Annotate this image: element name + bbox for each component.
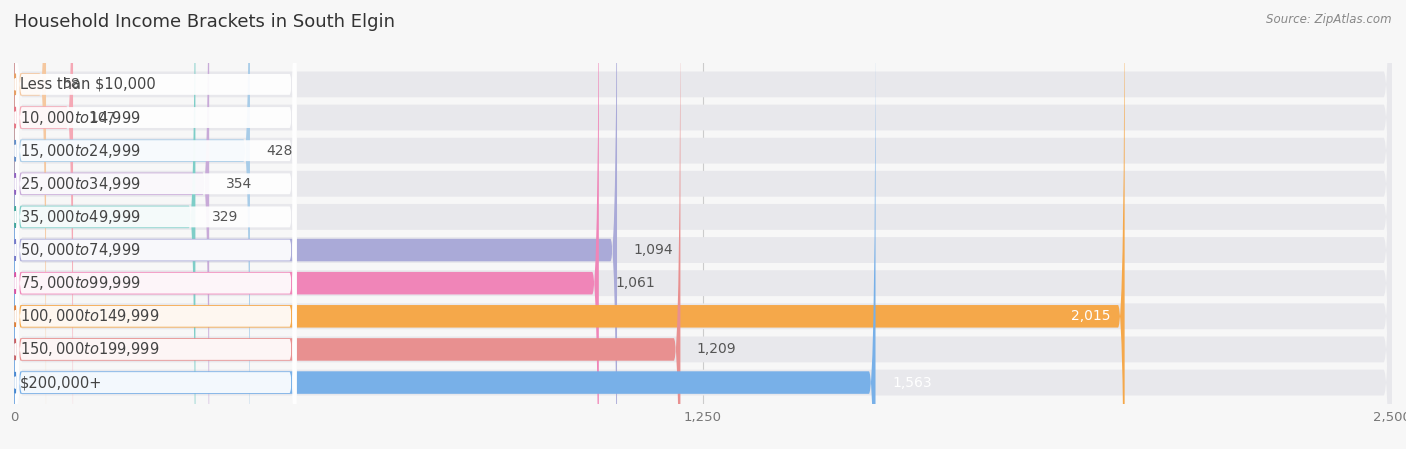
- Text: 58: 58: [62, 77, 80, 92]
- FancyBboxPatch shape: [14, 0, 617, 449]
- FancyBboxPatch shape: [15, 0, 297, 449]
- FancyBboxPatch shape: [14, 0, 195, 449]
- Text: 1,209: 1,209: [697, 343, 737, 357]
- FancyBboxPatch shape: [14, 0, 46, 449]
- Text: 107: 107: [90, 110, 115, 124]
- Text: $25,000 to $34,999: $25,000 to $34,999: [20, 175, 141, 193]
- FancyBboxPatch shape: [14, 0, 250, 449]
- FancyBboxPatch shape: [15, 0, 297, 449]
- FancyBboxPatch shape: [14, 0, 1392, 449]
- FancyBboxPatch shape: [14, 0, 681, 449]
- Text: 428: 428: [267, 144, 292, 158]
- Text: $75,000 to $99,999: $75,000 to $99,999: [20, 274, 141, 292]
- Text: $50,000 to $74,999: $50,000 to $74,999: [20, 241, 141, 259]
- FancyBboxPatch shape: [14, 0, 1392, 449]
- FancyBboxPatch shape: [14, 0, 1392, 449]
- Text: Less than $10,000: Less than $10,000: [20, 77, 156, 92]
- FancyBboxPatch shape: [15, 0, 297, 449]
- Text: 329: 329: [212, 210, 238, 224]
- FancyBboxPatch shape: [14, 0, 1392, 449]
- Text: $100,000 to $149,999: $100,000 to $149,999: [20, 307, 159, 326]
- Text: 354: 354: [226, 177, 252, 191]
- FancyBboxPatch shape: [14, 0, 1392, 449]
- FancyBboxPatch shape: [15, 0, 297, 449]
- FancyBboxPatch shape: [15, 0, 297, 449]
- FancyBboxPatch shape: [14, 0, 1392, 449]
- Text: $10,000 to $14,999: $10,000 to $14,999: [20, 109, 141, 127]
- FancyBboxPatch shape: [14, 0, 1125, 449]
- FancyBboxPatch shape: [14, 0, 73, 449]
- FancyBboxPatch shape: [14, 0, 876, 449]
- Text: Household Income Brackets in South Elgin: Household Income Brackets in South Elgin: [14, 13, 395, 31]
- FancyBboxPatch shape: [15, 0, 297, 449]
- Text: 1,094: 1,094: [634, 243, 673, 257]
- FancyBboxPatch shape: [14, 0, 209, 449]
- Text: 2,015: 2,015: [1071, 309, 1111, 323]
- FancyBboxPatch shape: [15, 0, 297, 449]
- FancyBboxPatch shape: [15, 0, 297, 449]
- Text: Source: ZipAtlas.com: Source: ZipAtlas.com: [1267, 13, 1392, 26]
- Text: $35,000 to $49,999: $35,000 to $49,999: [20, 208, 141, 226]
- FancyBboxPatch shape: [14, 0, 1392, 449]
- FancyBboxPatch shape: [15, 0, 297, 449]
- FancyBboxPatch shape: [14, 0, 1392, 449]
- FancyBboxPatch shape: [15, 0, 297, 449]
- Text: 1,563: 1,563: [891, 375, 932, 390]
- FancyBboxPatch shape: [14, 0, 599, 449]
- Text: $15,000 to $24,999: $15,000 to $24,999: [20, 141, 141, 160]
- FancyBboxPatch shape: [14, 0, 1392, 449]
- Text: $200,000+: $200,000+: [20, 375, 103, 390]
- Text: 1,061: 1,061: [616, 276, 655, 290]
- Text: $150,000 to $199,999: $150,000 to $199,999: [20, 340, 159, 358]
- FancyBboxPatch shape: [14, 0, 1392, 449]
